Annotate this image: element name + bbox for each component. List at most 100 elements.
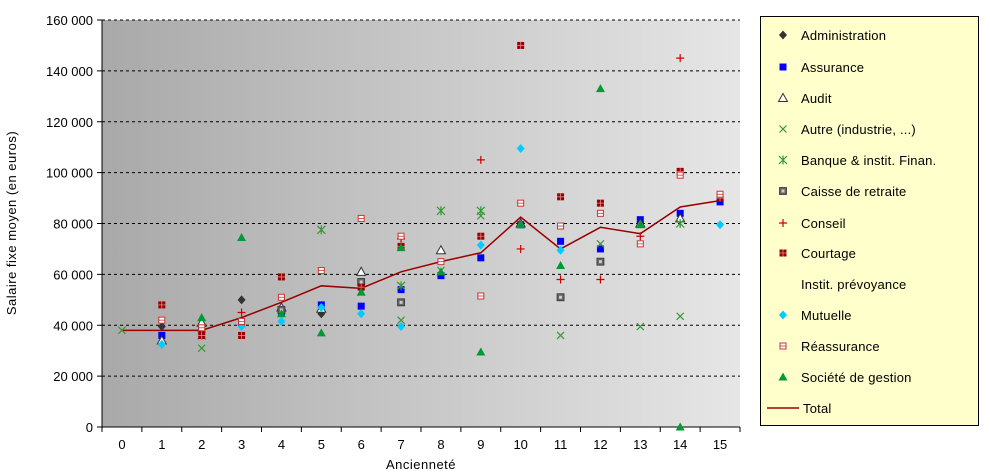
point-mutuelle xyxy=(716,220,725,230)
point-societe-de-gestion xyxy=(237,232,247,241)
point-conseil xyxy=(636,232,645,241)
point-reassurance xyxy=(238,317,246,325)
legend-marker xyxy=(779,249,787,257)
point-societe-de-gestion xyxy=(595,84,605,93)
x-tick-label: 6 xyxy=(358,437,365,452)
point-societe-de-gestion xyxy=(635,220,645,229)
point-societe-de-gestion xyxy=(396,243,406,252)
point-caisse-de-retraite xyxy=(397,298,405,307)
point-reassurance xyxy=(198,324,206,332)
legend-item-caisse-de-retraite: Caisse de retraite xyxy=(761,181,978,201)
point-autre-industrie xyxy=(397,316,405,325)
point-conseil xyxy=(476,155,485,164)
point-caisse-de-retraite xyxy=(596,257,605,266)
point-reassurance xyxy=(477,292,485,300)
point-assurance xyxy=(557,237,565,245)
point-conseil xyxy=(676,54,685,63)
point-courtage xyxy=(277,273,285,281)
point-courtage xyxy=(238,331,246,339)
point-mutuelle xyxy=(277,316,286,326)
point-conseil xyxy=(596,275,605,284)
point-mutuelle xyxy=(556,245,565,255)
point-banque-instit-finan xyxy=(316,225,326,235)
point-autre-industrie xyxy=(636,322,645,331)
point-societe-de-gestion xyxy=(356,287,366,296)
legend-symbol xyxy=(761,57,801,77)
point-reassurance xyxy=(716,190,724,198)
legend-marker xyxy=(778,155,788,165)
legend-item-societe-de-gestion: Société de gestion xyxy=(761,367,978,387)
legend-item-mutuelle: Mutuelle xyxy=(761,305,978,325)
point-societe-de-gestion xyxy=(276,309,286,318)
legend-label: Réassurance xyxy=(801,338,880,354)
point-societe-de-gestion xyxy=(197,313,207,322)
legend-item-total: Total xyxy=(761,398,978,418)
legend-symbol xyxy=(761,25,801,45)
point-courtage xyxy=(557,193,565,201)
y-axis-title: Salaire fixe moyen (en euros) xyxy=(4,131,19,315)
x-tick-label: 9 xyxy=(477,437,484,452)
legend-symbol xyxy=(761,119,801,139)
x-tick-label: 14 xyxy=(673,437,687,452)
data-points xyxy=(118,41,725,431)
legend: Administration Assurance Audit Autre (indus… xyxy=(760,16,979,426)
point-conseil xyxy=(556,275,565,284)
legend-label: Total xyxy=(803,400,832,416)
x-tick-label: 12 xyxy=(593,437,607,452)
legend-label: Autre (industrie, ...) xyxy=(801,121,916,137)
legend-marker xyxy=(779,187,787,195)
point-societe-de-gestion xyxy=(556,260,566,269)
point-mutuelle xyxy=(476,240,485,250)
point-reassurance xyxy=(636,240,644,248)
point-conseil xyxy=(237,308,246,317)
point-societe-de-gestion xyxy=(476,347,486,356)
y-tick-label: 0 xyxy=(86,420,93,435)
legend-label: Administration xyxy=(801,27,887,43)
point-mutuelle xyxy=(516,143,525,153)
x-tick-label: 0 xyxy=(118,437,125,452)
legend-symbol xyxy=(761,367,801,387)
point-societe-de-gestion xyxy=(436,267,446,276)
point-mutuelle xyxy=(397,322,406,332)
point-caisse-de-retraite xyxy=(556,293,565,302)
point-administration xyxy=(157,322,166,332)
point-assurance xyxy=(716,198,724,206)
legend-item-autre-industrie: Autre (industrie, ...) xyxy=(761,119,978,139)
point-audit xyxy=(435,244,447,255)
legend-label: Audit xyxy=(801,90,832,106)
point-reassurance xyxy=(517,199,525,207)
legend-label: Caisse de retraite xyxy=(801,183,907,199)
legend-marker xyxy=(779,219,787,227)
point-reassurance xyxy=(317,267,325,275)
total-line-layer xyxy=(121,199,721,332)
point-assurance xyxy=(596,245,604,253)
point-reassurance xyxy=(437,258,445,266)
x-tick-label: 1 xyxy=(158,437,165,452)
total-line xyxy=(121,199,721,332)
point-assurance xyxy=(357,302,365,310)
axes: 0 20 000 40 000 60 000 80 000 100 000 120 000 1… xyxy=(46,13,741,452)
legend-label: Courtage xyxy=(801,245,857,261)
point-autre-industrie xyxy=(556,331,565,340)
y-tick-label: 60 000 xyxy=(53,267,93,282)
legend-symbol xyxy=(761,150,801,170)
point-reassurance xyxy=(158,316,166,324)
legend-label: Conseil xyxy=(801,215,846,231)
point-reassurance xyxy=(676,171,684,179)
legend-label: Instit. prévoyance xyxy=(801,276,907,292)
legend-symbol xyxy=(761,88,801,108)
legend-label: Assurance xyxy=(801,59,865,75)
x-tick-label: 8 xyxy=(437,437,444,452)
x-tick-label: 13 xyxy=(633,437,647,452)
point-courtage xyxy=(477,232,485,240)
y-tick-label: 100 000 xyxy=(46,166,93,181)
legend-label: Banque & instit. Finan. xyxy=(801,152,937,168)
point-societe-de-gestion xyxy=(675,422,685,431)
point-societe-de-gestion xyxy=(316,328,326,337)
y-tick-label: 40 000 xyxy=(53,318,93,333)
y-tick-label: 120 000 xyxy=(46,115,93,130)
legend-marker xyxy=(777,92,789,102)
legend-symbol xyxy=(761,181,801,201)
point-conseil xyxy=(516,244,525,253)
